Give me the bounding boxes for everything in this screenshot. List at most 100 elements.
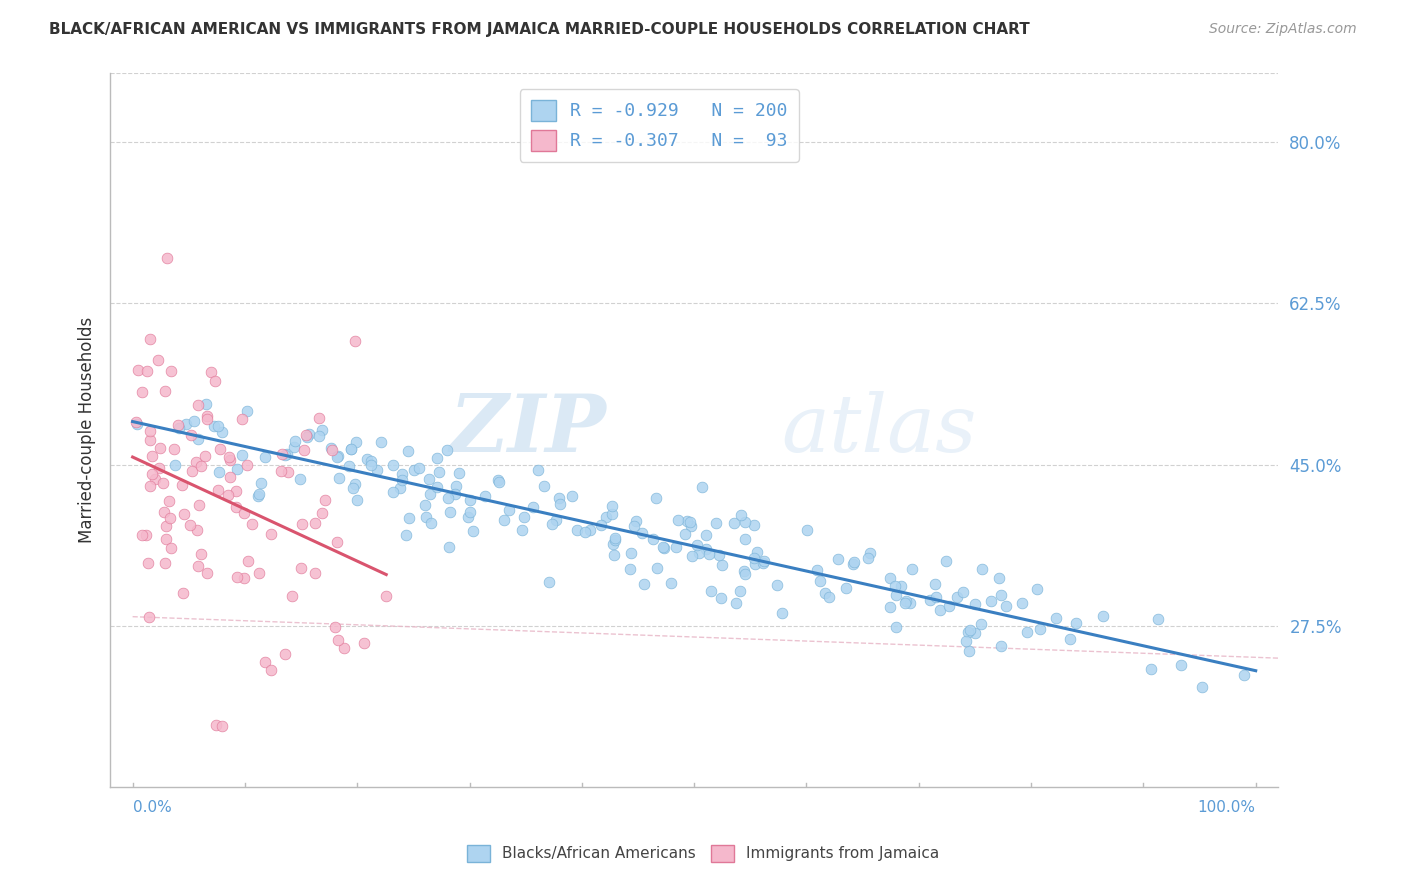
- Point: [1011, 596, 1033, 610]
- Point: [160, 541, 183, 555]
- Point: [675, 514, 697, 528]
- Point: [498, 502, 520, 516]
- Point: [835, 582, 858, 596]
- Point: [699, 584, 721, 599]
- Point: [139, 433, 162, 447]
- Point: [457, 510, 479, 524]
- Point: [236, 404, 259, 418]
- Point: [247, 486, 270, 500]
- Point: [665, 541, 688, 555]
- Point: [217, 487, 239, 501]
- Point: [1191, 680, 1213, 694]
- Y-axis label: Married-couple Households: Married-couple Households: [79, 317, 96, 543]
- Point: [742, 551, 765, 566]
- Point: [929, 602, 952, 616]
- Point: [381, 458, 404, 472]
- Point: [274, 647, 297, 661]
- Point: [360, 458, 382, 473]
- Point: [382, 485, 405, 500]
- Point: [537, 574, 560, 589]
- Point: [136, 364, 159, 378]
- Point: [987, 570, 1010, 584]
- Point: [356, 451, 378, 466]
- Point: [353, 635, 375, 649]
- Point: [419, 487, 441, 501]
- Point: [688, 546, 710, 560]
- Point: [155, 532, 177, 546]
- Point: [666, 513, 689, 527]
- Point: [436, 443, 458, 458]
- Point: [567, 523, 589, 537]
- Point: [125, 415, 148, 429]
- Point: [827, 552, 849, 566]
- Point: [408, 460, 430, 475]
- Point: [972, 562, 994, 576]
- Point: [725, 596, 748, 610]
- Point: [690, 480, 713, 494]
- Point: [901, 562, 924, 576]
- Point: [173, 507, 195, 521]
- Point: [619, 562, 641, 576]
- Point: [288, 472, 311, 486]
- Point: [1029, 622, 1052, 636]
- Point: [138, 424, 160, 438]
- Point: [219, 470, 242, 484]
- Point: [340, 442, 363, 456]
- Point: [620, 546, 643, 560]
- Point: [938, 599, 960, 614]
- Point: [808, 574, 831, 589]
- Point: [770, 606, 793, 620]
- Point: [246, 489, 269, 503]
- Point: [1045, 610, 1067, 624]
- Point: [956, 625, 979, 640]
- Point: [955, 634, 977, 648]
- Point: [704, 516, 727, 530]
- Point: [652, 541, 675, 556]
- Point: [391, 467, 413, 481]
- Point: [231, 412, 253, 426]
- Point: [346, 493, 368, 508]
- Point: [673, 526, 696, 541]
- Text: Source: ZipAtlas.com: Source: ZipAtlas.com: [1209, 22, 1357, 37]
- Point: [204, 718, 226, 732]
- Point: [744, 557, 766, 571]
- Point: [290, 561, 312, 575]
- Point: [730, 508, 752, 522]
- Point: [742, 518, 765, 533]
- Point: [427, 466, 450, 480]
- Point: [139, 479, 162, 493]
- Point: [402, 463, 425, 477]
- Point: [890, 579, 912, 593]
- Point: [623, 519, 645, 533]
- Point: [321, 441, 343, 455]
- Point: [659, 575, 682, 590]
- Point: [225, 483, 247, 498]
- Point: [155, 384, 177, 399]
- Point: [157, 493, 180, 508]
- Point: [195, 409, 218, 423]
- Point: [419, 516, 441, 531]
- Point: [195, 566, 218, 580]
- Point: [527, 463, 550, 477]
- Point: [965, 626, 987, 640]
- Point: [211, 719, 233, 733]
- Point: [135, 528, 157, 542]
- Point: [579, 523, 602, 537]
- Point: [311, 506, 333, 520]
- Point: [734, 532, 756, 546]
- Point: [752, 556, 775, 570]
- Point: [218, 452, 240, 467]
- Point: [695, 541, 717, 556]
- Point: [884, 620, 907, 634]
- Point: [1233, 667, 1256, 681]
- Point: [447, 466, 470, 480]
- Point: [298, 426, 321, 441]
- Point: [141, 449, 163, 463]
- Point: [207, 483, 229, 497]
- Point: [276, 447, 298, 461]
- Point: [344, 435, 367, 450]
- Point: [173, 586, 195, 600]
- Point: [458, 505, 481, 519]
- Text: 0.0%: 0.0%: [132, 800, 172, 815]
- Point: [281, 589, 304, 603]
